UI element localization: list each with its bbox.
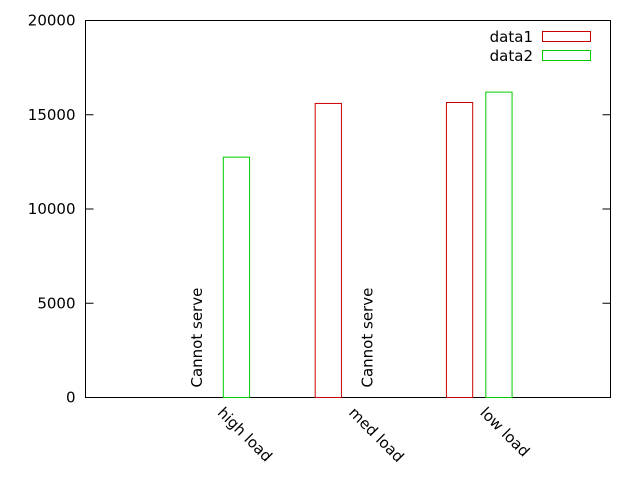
- plot-frame: [85, 20, 611, 398]
- bar: [485, 91, 513, 398]
- bar: [314, 102, 342, 398]
- y-tick-label: 0: [66, 389, 76, 407]
- x-tick-label: high load: [214, 404, 276, 466]
- y-tick-label: 10000: [28, 200, 76, 218]
- legend-label: data2: [490, 47, 533, 65]
- legend-swatch: [542, 50, 591, 61]
- annotation: Cannot serve: [359, 288, 377, 388]
- y-tick-label: 15000: [28, 106, 76, 124]
- x-tick-label: med load: [345, 404, 407, 466]
- annotation: Cannot serve: [188, 288, 206, 388]
- bar: [222, 156, 251, 398]
- legend-swatch: [542, 31, 591, 42]
- y-tick-label: 5000: [37, 294, 75, 312]
- y-tick-label: 20000: [28, 12, 76, 30]
- legend-label: data1: [490, 28, 533, 46]
- bar: [445, 101, 474, 398]
- x-tick-label: low load: [476, 404, 533, 461]
